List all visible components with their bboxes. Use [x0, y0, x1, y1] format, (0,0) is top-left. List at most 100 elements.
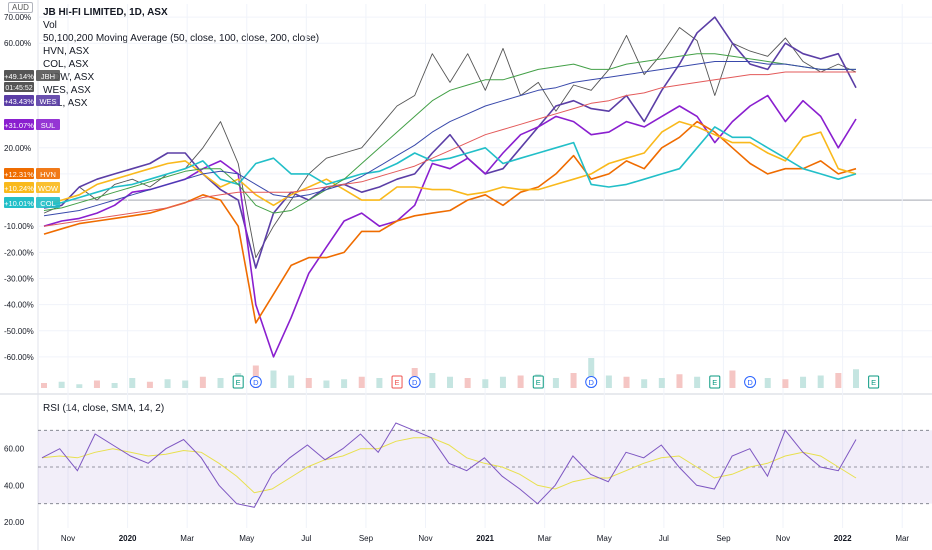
series-line-hvn	[43, 120, 857, 324]
x-tick-label: 2022	[834, 534, 852, 543]
volume-bar	[552, 378, 559, 388]
earnings-marker	[532, 375, 544, 389]
volume-bar	[676, 374, 683, 388]
volume-bar	[217, 378, 224, 388]
dividend-marker-label: D	[412, 378, 418, 387]
countdown-text: 01:45:52	[5, 85, 32, 92]
earnings-marker-label: E	[395, 378, 400, 387]
volume-bar	[588, 358, 595, 388]
dividend-marker	[249, 376, 262, 388]
value-badge-text: +43.43%	[4, 97, 34, 106]
volume-bar	[817, 375, 824, 388]
value-badge-text: +31.07%	[4, 121, 34, 130]
volume-bar	[199, 376, 206, 388]
rsi-legend[interactable]: RSI (14, close, SMA, 14, 2)	[43, 403, 165, 414]
x-tick-label: 2021	[476, 534, 494, 543]
y-tick-main: 60.00%	[4, 39, 31, 48]
value-badge-wes	[4, 95, 34, 106]
volume-bar	[694, 376, 701, 388]
dividend-marker-label: D	[747, 378, 753, 387]
volume-bar	[429, 373, 436, 388]
symbol-title[interactable]: JB HI-FI LIMITED, 1D, ASX	[43, 7, 168, 18]
volume-bar	[341, 379, 348, 388]
x-tick-label: Mar	[895, 534, 909, 543]
legend-volume[interactable]: Vol	[43, 20, 57, 31]
value-badge-text: +49.14%	[4, 72, 34, 81]
series-line-ma200	[43, 71, 856, 227]
value-badge-hvn	[4, 168, 34, 179]
x-tick-label: Jul	[659, 534, 669, 543]
symbol-badge-text: JBH	[41, 72, 55, 81]
legend-moving-average[interactable]: 50,100,200 Moving Average (50, close, 10…	[43, 33, 320, 44]
y-tick-main: -60.00%	[4, 353, 34, 362]
volume-bar	[111, 383, 118, 388]
symbol-badge-hvn	[36, 168, 60, 179]
volume-bar	[623, 376, 630, 388]
value-badge-sul	[4, 119, 34, 130]
volume-bar	[447, 376, 453, 388]
legend-col[interactable]: COL, ASX	[43, 59, 89, 70]
symbol-badge-text: WES	[39, 97, 56, 106]
volume-bar	[270, 370, 277, 388]
value-badge-text: +10.01%	[4, 199, 34, 208]
series-line-wow	[43, 120, 857, 207]
symbol-badge-wes	[36, 95, 60, 106]
symbol-badge-col	[36, 197, 60, 208]
x-tick-label: Sep	[716, 534, 731, 543]
legend-wes[interactable]: WES, ASX	[43, 85, 91, 96]
earnings-marker-label: E	[536, 378, 541, 387]
y-tick-rsi: 60.00	[4, 445, 25, 454]
y-tick-main: -30.00%	[4, 275, 34, 284]
dividend-marker-label: D	[253, 378, 259, 387]
series-line-wes	[43, 16, 857, 269]
value-badge-col	[4, 197, 34, 208]
volume-bar	[129, 378, 136, 388]
volume-bar	[641, 379, 648, 388]
dividend-marker	[744, 376, 757, 388]
legend-wow[interactable]: WOW, ASX	[43, 72, 95, 83]
volume-bar	[41, 383, 47, 388]
y-tick-main: -50.00%	[4, 327, 34, 336]
symbol-badge-text: WOW	[38, 184, 59, 193]
value-badge-text: +10.24%	[4, 184, 34, 193]
volume-bar	[729, 370, 736, 388]
earnings-marker	[868, 375, 880, 389]
currency-badge[interactable]: AUD	[8, 2, 33, 13]
volume-bar	[305, 378, 312, 388]
x-tick-label: Mar	[180, 534, 194, 543]
legend-hvn[interactable]: HVN, ASX	[43, 46, 90, 57]
volume-bar	[853, 369, 859, 388]
symbol-badge-text: HVN	[40, 170, 56, 179]
earnings-marker-label: E	[236, 378, 241, 387]
volume-bar	[835, 373, 842, 388]
volume-bar	[517, 375, 524, 388]
volume-bar	[482, 379, 489, 388]
series-line-ma50	[43, 53, 856, 214]
volume-bar	[464, 378, 471, 388]
earnings-marker	[232, 375, 244, 389]
chart-legend: JB HI-FI LIMITED, 1D, ASX Vol 50,100,200…	[43, 6, 319, 110]
legend-sul[interactable]: SUL, ASX	[43, 98, 88, 109]
volume-bar	[764, 378, 771, 388]
symbol-badge-text: COL	[40, 199, 55, 208]
y-tick-rsi: 40.00	[4, 481, 25, 490]
dividend-marker	[408, 376, 421, 388]
volume-bar	[288, 375, 295, 388]
volume-bar	[800, 376, 807, 388]
volume-bar	[323, 380, 330, 388]
volume-bar	[146, 381, 153, 388]
y-tick-main: -20.00%	[4, 248, 34, 257]
volume-bar	[93, 380, 100, 388]
volume-bar	[358, 376, 365, 388]
volume-bar	[570, 373, 577, 388]
y-tick-main: -40.00%	[4, 301, 34, 310]
series-line-col	[43, 126, 857, 207]
rsi-line	[41, 422, 857, 508]
x-tick-label: 2020	[119, 534, 137, 543]
x-tick-label: May	[239, 534, 254, 543]
y-tick-main: 70.00%	[4, 13, 31, 22]
earnings-marker-label: E	[871, 378, 876, 387]
y-tick-rsi: 20.00	[4, 518, 25, 527]
x-tick-label: Nov	[418, 534, 432, 543]
